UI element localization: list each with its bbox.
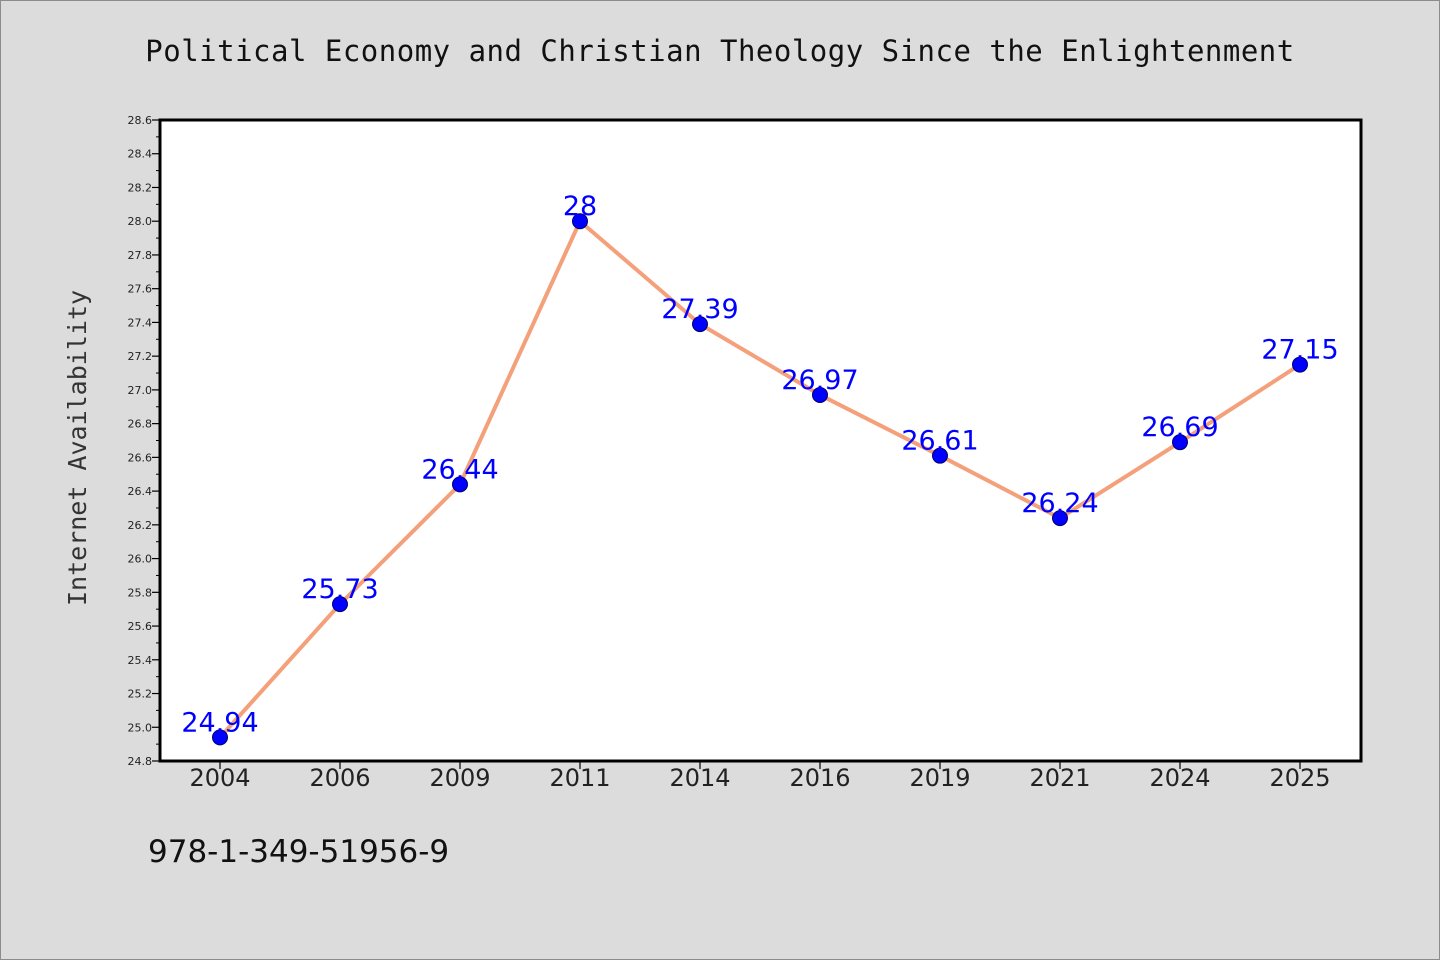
series-line: [218, 219, 1302, 740]
y-tick-label: 25.8: [128, 586, 153, 599]
y-tick-label: 28.6: [128, 114, 153, 127]
x-tick-label: 2025: [1269, 764, 1330, 792]
y-tick-label: 25.6: [128, 620, 153, 633]
x-tick-label: 2004: [189, 764, 250, 792]
plot-area: [158, 118, 1363, 763]
y-tick-label: 25.0: [128, 721, 153, 734]
y-tick-label: 27.8: [128, 249, 153, 262]
y-tick-label: 26.8: [128, 418, 153, 431]
chart-title: Political Economy and Christian Theology…: [145, 34, 1295, 68]
x-tick-label: 2011: [549, 764, 610, 792]
data-label: 26.44: [421, 454, 498, 485]
y-tick-label: 25.4: [128, 654, 153, 667]
data-point: [332, 596, 348, 613]
data-point: [1052, 510, 1068, 527]
isbn-caption: 978-1-349-51956-9: [148, 834, 450, 870]
x-tick-label: 2016: [789, 764, 850, 792]
y-tick-label: 28.2: [128, 181, 153, 194]
y-tick-label: 27.0: [128, 384, 153, 397]
data-label: 26.24: [1021, 488, 1098, 519]
x-axis-ticks: 2004 2006 2009 2011 2014 2016 2019 2021 2024 2025: [189, 761, 1331, 792]
data-point: [572, 213, 588, 230]
x-tick-label: 2006: [309, 764, 370, 792]
data-label: 25.73: [301, 574, 378, 605]
x-tick-label: 2019: [909, 764, 970, 792]
data-label: 26.61: [901, 426, 978, 457]
y-tick-label: 28.4: [128, 148, 153, 161]
data-point: [452, 476, 468, 493]
y-tick-label: 26.0: [128, 553, 153, 566]
data-point: [1172, 434, 1188, 451]
data-point: [812, 386, 828, 403]
data-label: 28: [563, 191, 597, 222]
y-tick-label: 27.4: [128, 316, 153, 329]
data-label: 26.69: [1141, 412, 1218, 443]
y-axis-label: Internet Availability: [63, 290, 92, 606]
data-label: 24.94: [181, 707, 258, 738]
y-tick-label: 25.2: [128, 688, 153, 701]
x-tick-label: 2021: [1029, 764, 1090, 792]
data-point: [1292, 356, 1308, 373]
data-label: 26.97: [781, 365, 858, 396]
y-tick-label: 27.2: [128, 350, 153, 363]
data-label: 27.15: [1261, 335, 1338, 366]
x-tick-label: 2009: [429, 764, 490, 792]
y-tick-label: 26.6: [128, 451, 153, 464]
data-point: [212, 729, 228, 746]
x-tick-label: 2024: [1149, 764, 1210, 792]
data-point: [692, 316, 708, 333]
y-tick-label: 26.4: [128, 485, 153, 498]
x-tick-label: 2014: [669, 764, 730, 792]
data-point: [932, 447, 948, 464]
series-group: 24.94 25.73 26.44 28 27.39 26.97 26.61 26.24 26.…: [181, 191, 1339, 746]
data-label: 27.39: [661, 294, 738, 325]
y-tick-label: 24.8: [128, 755, 153, 768]
y-tick-label: 26.2: [128, 519, 153, 532]
y-tick-label: 28.0: [128, 215, 153, 228]
y-axis-ticks: 24.8 25.0 25.2 25.4 25.6 25.8 26.0 26.2 26.4 26.6…: [128, 114, 160, 768]
y-tick-label: 27.6: [128, 283, 153, 296]
